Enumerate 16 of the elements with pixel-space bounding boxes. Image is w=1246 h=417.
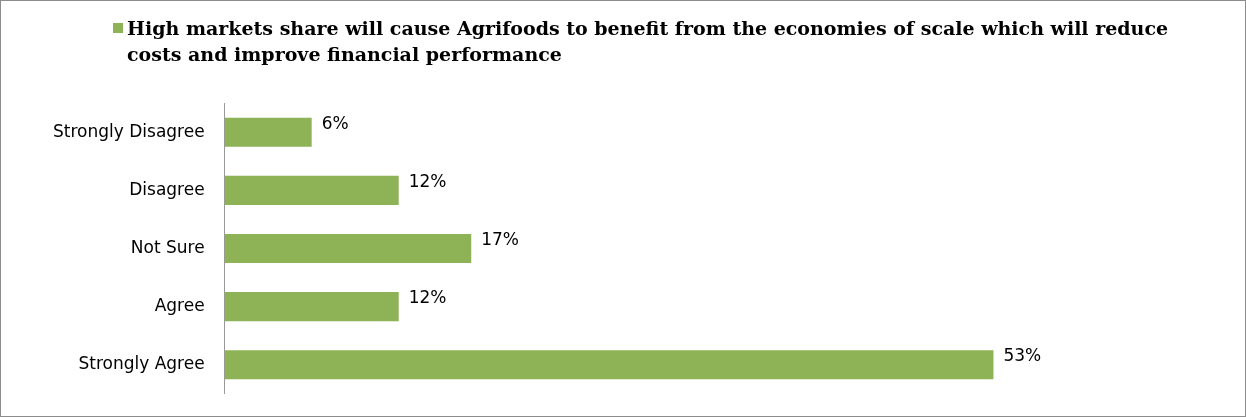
bar [224, 292, 399, 322]
bar [224, 233, 472, 264]
bar [224, 350, 994, 380]
legend-label: High markets share will cause Agrifoods to benefit from the economies of scale which will reduce costs and improve financial performance [127, 16, 1170, 67]
data-label: 6% [321, 112, 349, 133]
data-label: 17% [481, 228, 520, 249]
bar [224, 117, 312, 147]
y-tick-label: Disagree [129, 178, 205, 199]
y-tick-label: Strongly Disagree [53, 120, 205, 141]
data-label: 12% [408, 287, 447, 308]
y-tick-label: Agree [154, 295, 205, 316]
data-label: 53% [1003, 345, 1042, 366]
y-tick-label: Strongly Agree [78, 353, 205, 374]
data-label: 12% [408, 170, 447, 191]
bar [224, 175, 399, 205]
y-tick-label: Not Sure [130, 236, 205, 257]
